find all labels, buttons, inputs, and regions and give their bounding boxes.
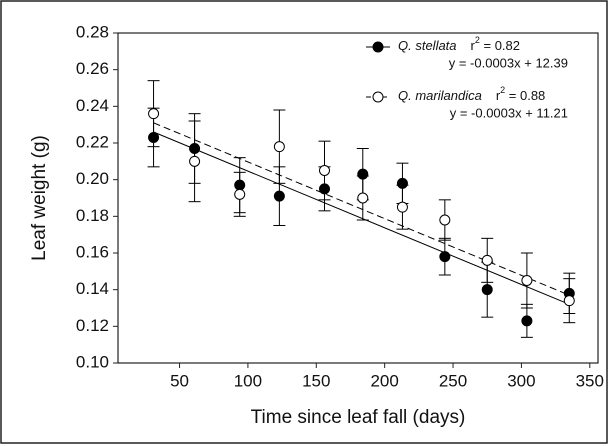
legend-equation: y = -0.0003x + 11.21 xyxy=(450,105,568,120)
marker xyxy=(521,315,533,327)
marker xyxy=(234,188,246,200)
fit-line xyxy=(153,122,570,296)
y-tick-label: 0.14 xyxy=(76,279,109,298)
x-tick-label: 200 xyxy=(370,371,398,390)
y-axis-label: Leaf weight (g) xyxy=(29,135,50,261)
y-tick-label: 0.16 xyxy=(76,242,109,261)
x-tick-label: 50 xyxy=(170,371,189,390)
x-axis-label: Time since leaf fall (days) xyxy=(251,407,466,428)
legend-stat-value: = 0.82 xyxy=(480,38,520,53)
legend-marker xyxy=(372,41,384,53)
marker xyxy=(521,275,533,286)
legend-name: Q. stellata xyxy=(398,38,457,53)
legend-equation: y = -0.0003x + 12.39 xyxy=(449,55,568,70)
legend-stat: r xyxy=(496,88,501,103)
legend-entry: Q. stellata r2 = 0.82 xyxy=(398,35,520,53)
marker xyxy=(148,132,160,143)
marker xyxy=(357,168,369,180)
y-tick-label: 0.20 xyxy=(76,169,109,188)
marker xyxy=(273,141,285,153)
marker xyxy=(318,183,330,195)
y-tick-label: 0.24 xyxy=(76,96,109,115)
y-tick-label: 0.18 xyxy=(76,206,109,225)
marker xyxy=(318,165,330,176)
marker xyxy=(563,295,575,307)
x-tick-label: 100 xyxy=(234,371,262,390)
y-tick-label: 0.22 xyxy=(76,132,109,151)
x-tick-label: 350 xyxy=(576,371,604,390)
y-tick-label: 0.12 xyxy=(76,316,109,335)
marker xyxy=(396,177,408,189)
marker xyxy=(148,108,160,120)
x-tick-label: 250 xyxy=(439,371,467,390)
legend-stat-exp: 2 xyxy=(500,85,505,95)
marker xyxy=(481,284,493,296)
legend-stat-value: = 0.88 xyxy=(505,88,545,103)
marker xyxy=(396,201,408,213)
marker xyxy=(234,179,246,191)
plot-area xyxy=(117,32,599,364)
legend-stat: r xyxy=(471,38,476,53)
fit-line xyxy=(153,131,570,305)
marker xyxy=(439,214,451,226)
x-tick-label: 300 xyxy=(507,371,535,390)
marker xyxy=(481,254,493,266)
legend-name: Q. marilandica xyxy=(398,88,482,103)
legend-entry: Q. marilandica r2 = 0.88 xyxy=(398,85,545,103)
marker xyxy=(273,190,285,202)
y-tick-label: 0.10 xyxy=(76,352,109,371)
marker xyxy=(189,143,201,154)
legend-marker xyxy=(372,91,384,103)
y-tick-label: 0.26 xyxy=(76,59,109,78)
x-tick-label: 150 xyxy=(302,371,330,390)
marker xyxy=(439,251,451,263)
y-tick-label: 0.28 xyxy=(76,22,109,41)
marker xyxy=(189,155,201,167)
marker xyxy=(357,192,369,204)
legend-stat-exp: 2 xyxy=(475,35,480,45)
